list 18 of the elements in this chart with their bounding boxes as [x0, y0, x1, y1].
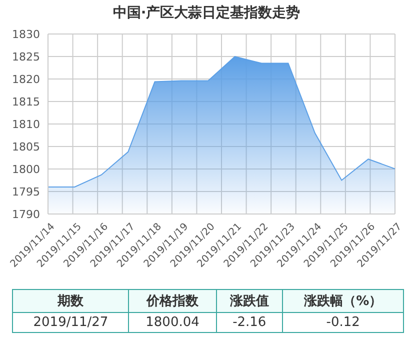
- y-tick-label: 1795: [12, 185, 40, 198]
- y-tick-label: 1800: [12, 162, 40, 176]
- text: 期数: [12, 290, 129, 312]
- y-tick-label: 1815: [12, 95, 40, 108]
- y-tick-label: 1810: [12, 118, 40, 131]
- text: 1800.04: [128, 312, 216, 332]
- chart-title: 中国·产区大蒜日定基指数走势: [112, 4, 302, 23]
- y-tick-label: 1805: [12, 140, 40, 154]
- text: 涨跌幅（%）: [282, 290, 404, 312]
- y-tick-label: 1790: [12, 208, 40, 221]
- y-tick-label: 1825: [12, 50, 40, 64]
- y-tick-label: 1820: [12, 72, 40, 86]
- text: 涨跌值: [216, 290, 283, 312]
- text: -0.12: [282, 312, 404, 332]
- text: 价格指数: [128, 290, 216, 312]
- text: 2019/11/27: [12, 312, 129, 332]
- text: -2.16: [216, 312, 283, 332]
- y-tick-label: 1830: [12, 28, 40, 41]
